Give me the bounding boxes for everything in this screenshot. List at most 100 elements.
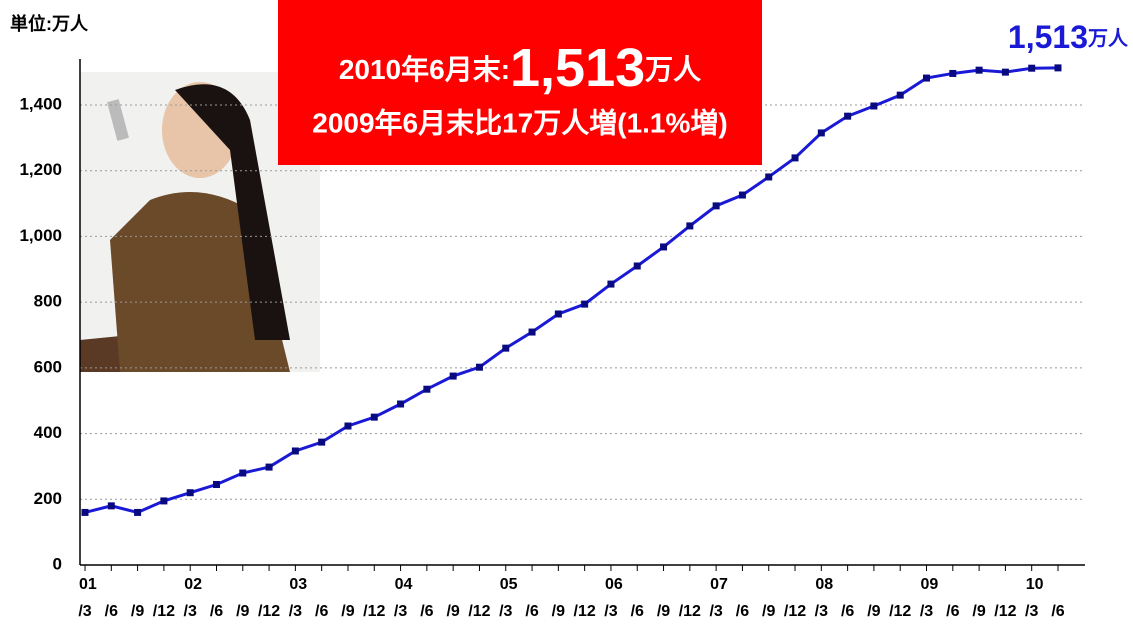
data-point — [134, 508, 142, 516]
callout-prefix: 2010年6月末: — [339, 53, 510, 85]
y-tick-label: 400 — [34, 423, 62, 442]
series-line — [84, 66, 1059, 515]
data-point — [160, 497, 168, 505]
x-tick-label: /9 — [446, 603, 459, 620]
x-tick-label: /6 — [420, 603, 433, 620]
y-tick-label: 600 — [34, 357, 62, 376]
data-point — [423, 385, 431, 393]
end-label-value: 1,513 — [1008, 19, 1088, 55]
year-label: 03 — [289, 576, 307, 593]
data-point — [738, 191, 746, 199]
unit-label: 単位:万人 — [10, 13, 89, 34]
x-tick-label: /9 — [762, 603, 775, 620]
x-tick-label: /12 — [153, 603, 175, 620]
plot-area: 0 200 400 600 800 1,000 1,200 1,400/3/6/9/12/3 /… — [19, 59, 1085, 620]
x-tick-label: /6 — [105, 603, 118, 620]
data-point — [607, 280, 615, 288]
data-point — [239, 469, 247, 477]
callout-unit: 万人 — [645, 54, 701, 85]
data-point — [686, 222, 694, 230]
data-point — [449, 372, 457, 380]
data-point — [370, 413, 378, 421]
callout-line1: 2010年6月末:1,513万人 — [339, 38, 701, 98]
data-point — [186, 489, 194, 497]
x-tick-label: /12 — [994, 603, 1016, 620]
data-point — [291, 447, 299, 455]
x-tick-label: /3 — [1025, 603, 1038, 620]
y-tick-label: 1,200 — [19, 160, 62, 179]
data-point — [475, 363, 483, 371]
x-tick-label: /3 — [394, 603, 407, 620]
data-point — [528, 328, 536, 336]
x-tick-label: /12 — [363, 603, 385, 620]
data-point — [502, 344, 510, 352]
x-tick-label: /3 — [289, 603, 302, 620]
data-point — [817, 129, 825, 137]
x-tick-label: /9 — [867, 603, 880, 620]
x-tick-label: /3 — [78, 603, 91, 620]
x-tick-label: /6 — [841, 603, 854, 620]
year-label: 02 — [184, 576, 202, 593]
year-label: 04 — [395, 576, 413, 593]
data-point — [870, 102, 878, 110]
x-tick-label: /12 — [679, 603, 701, 620]
x-tick-label: /6 — [525, 603, 538, 620]
callout-box — [278, 0, 762, 165]
x-tick-label: /6 — [315, 603, 328, 620]
x-tick-label: /9 — [131, 603, 144, 620]
data-point — [397, 400, 405, 408]
end-label-unit: 万人 — [1087, 27, 1129, 50]
end-label: 1,513万人 — [1008, 19, 1129, 55]
callout-line2: 2009年6月末比17万人増(1.1%増) — [312, 106, 727, 138]
year-label: 10 — [1026, 576, 1044, 593]
data-point — [581, 300, 589, 308]
x-tick-label: /9 — [341, 603, 354, 620]
photo-figure-hair — [175, 84, 290, 341]
data-point — [633, 262, 641, 270]
year-label: 09 — [921, 576, 939, 593]
x-tick-label: /12 — [784, 603, 806, 620]
photo-phone — [107, 99, 129, 141]
y-tick-label: 800 — [34, 292, 62, 311]
x-tick-label: /3 — [815, 603, 828, 620]
x-tick-label: /3 — [604, 603, 617, 620]
data-point — [765, 173, 773, 181]
year-label: 07 — [710, 576, 728, 593]
data-point — [791, 154, 799, 162]
data-point — [949, 69, 957, 77]
x-tick-label: /6 — [946, 603, 959, 620]
x-tick-label: /9 — [236, 603, 249, 620]
x-tick-label: /3 — [920, 603, 933, 620]
data-point — [344, 422, 352, 430]
year-label: 06 — [605, 576, 623, 593]
x-tick-label: /6 — [631, 603, 644, 620]
year-label: 01 — [79, 576, 97, 593]
x-tick-label: /6 — [736, 603, 749, 620]
data-point — [844, 112, 852, 120]
data-point — [81, 508, 89, 516]
x-tick-label: /9 — [657, 603, 670, 620]
data-point — [660, 243, 668, 251]
x-tick-label: /6 — [1051, 603, 1064, 620]
data-point — [975, 66, 983, 74]
data-point — [212, 481, 220, 488]
x-tick-label: /3 — [709, 603, 722, 620]
x-tick-label: /12 — [574, 603, 596, 620]
data-point — [554, 310, 562, 318]
year-label: 05 — [500, 576, 518, 593]
callout-value: 1,513 — [510, 38, 645, 98]
y-tick-label: 1,000 — [19, 226, 62, 245]
data-point — [1028, 64, 1036, 72]
data-point — [107, 502, 115, 510]
y-tick-label: 1,400 — [19, 94, 62, 113]
y-tick-label: 0 — [53, 554, 62, 573]
x-tick-label: /12 — [889, 603, 911, 620]
x-tick-label: /9 — [552, 603, 565, 620]
data-point — [1001, 68, 1009, 76]
x-tick-label: /9 — [972, 603, 985, 620]
y-tick-label: 200 — [34, 489, 62, 508]
data-point — [318, 438, 326, 446]
data-point — [712, 202, 720, 210]
